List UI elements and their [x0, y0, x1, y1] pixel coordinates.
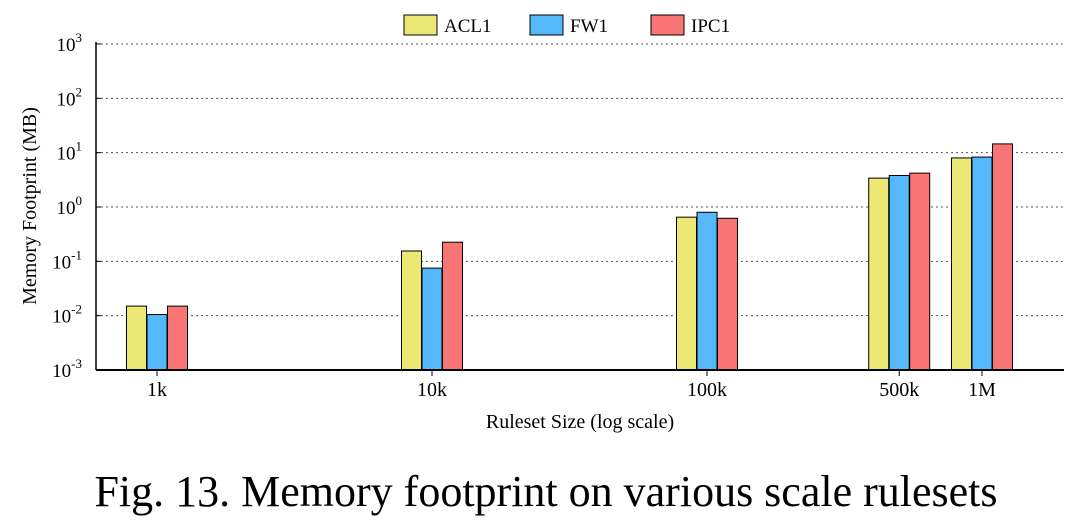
- x-tick-label: 10k: [417, 379, 447, 401]
- figure-caption: Fig. 13. Memory footprint on various sca…: [94, 467, 998, 516]
- bar-fw1-100k: [696, 211, 718, 371]
- axes: [95, 42, 1064, 376]
- bar-acl1-500k: [868, 177, 890, 371]
- x-tick-label: 100k: [687, 379, 727, 401]
- bar-ipc1-1k: [167, 305, 188, 371]
- bar-fw1-10k: [421, 267, 443, 371]
- bars: [126, 143, 1013, 371]
- bar-acl1-1k: [126, 305, 147, 371]
- y-tick-labels: 10-3 10-2 10-1 100 101 102 103: [52, 30, 82, 382]
- bar-ipc1-100k: [717, 217, 738, 371]
- bar-fw1-1k: [146, 314, 168, 371]
- legend-label-acl1: ACL1: [444, 16, 492, 37]
- y-tick-label: 10-2: [52, 302, 82, 328]
- legend: ACL1 FW1 IPC1: [403, 14, 730, 37]
- x-tick-labels: 1k 10k 100k 500k 1M: [147, 379, 996, 401]
- legend-swatch-ipc1: [650, 14, 685, 36]
- y-tick-label: 10-1: [52, 247, 82, 273]
- legend-label-ipc1: IPC1: [691, 16, 730, 37]
- bar-ipc1-500k: [909, 172, 931, 371]
- bar-fw1-1m: [971, 156, 993, 371]
- y-tick-label: 101: [57, 139, 83, 165]
- y-tick-label: 103: [57, 30, 83, 56]
- x-tick-label: 500k: [879, 379, 919, 401]
- bar-ipc1-1m: [992, 143, 1013, 371]
- y-tick-label: 10-3: [52, 356, 82, 382]
- legend-swatch-fw1: [529, 14, 564, 36]
- y-tick-label: 102: [57, 84, 83, 110]
- x-tick-label: 1M: [968, 379, 996, 401]
- legend-label-fw1: FW1: [570, 16, 608, 37]
- y-tick-label: 100: [57, 193, 83, 219]
- bar-acl1-100k: [676, 216, 697, 371]
- y-axis-label: Memory Footprint (MB): [19, 107, 41, 305]
- bar-acl1-10k: [401, 250, 422, 371]
- bar-acl1-1m: [951, 157, 972, 371]
- legend-swatch-acl1: [403, 14, 438, 36]
- bar-ipc1-10k: [442, 241, 463, 371]
- x-axis-label: Ruleset Size (log scale): [486, 411, 674, 433]
- bar-fw1-500k: [888, 174, 910, 371]
- x-tick-label: 1k: [147, 379, 167, 401]
- memory-footprint-chart: 10-3 10-2 10-1 100 101 102 103 1k 10k 100k 500k 1M…: [19, 14, 1064, 433]
